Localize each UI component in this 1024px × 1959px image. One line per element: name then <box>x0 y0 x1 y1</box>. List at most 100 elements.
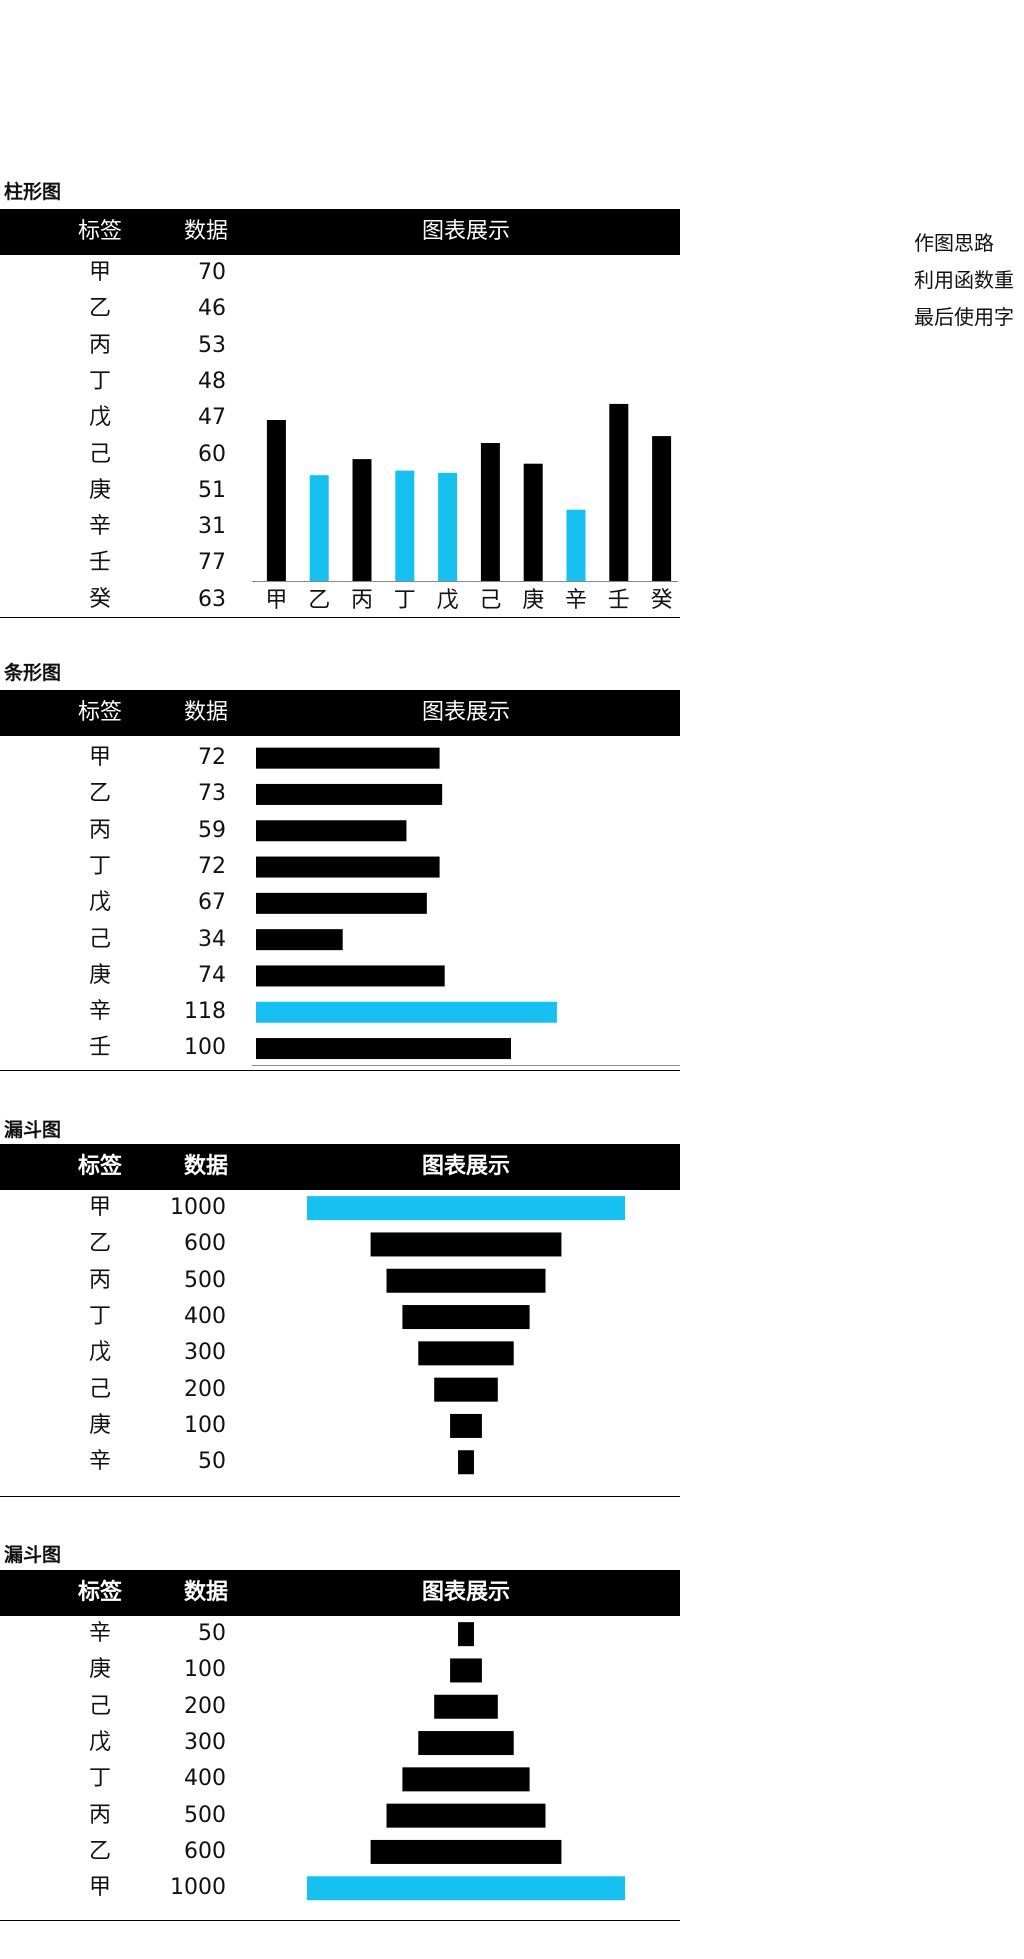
row-label: 丁 <box>88 1303 111 1329</box>
funnel-bar <box>434 1694 498 1719</box>
funnel-bar <box>418 1731 514 1756</box>
row-label: 戊 <box>88 1340 111 1366</box>
column-bar <box>395 470 415 581</box>
funnel-bar <box>450 1413 482 1438</box>
table-row: 己 200 <box>0 1372 230 1408</box>
column-bar <box>352 459 372 581</box>
x-tick-label: 庚 <box>522 588 544 613</box>
table-row: 甲 70 <box>0 255 230 291</box>
table-row: 戊 47 <box>0 400 230 436</box>
x-tick-label: 丙 <box>351 588 373 613</box>
row-value: 100 <box>184 1035 226 1061</box>
horizontal-bar <box>256 1001 557 1023</box>
table-row: 庚 74 <box>0 958 230 994</box>
column-chart: 甲乙丙丁戊己庚辛壬癸 <box>252 403 678 613</box>
funnel-bar <box>458 1450 474 1475</box>
row-value: 53 <box>198 332 226 358</box>
row-label: 戊 <box>88 890 111 916</box>
header-label: 标签 <box>77 219 122 244</box>
table-row: 戊 300 <box>0 1725 230 1761</box>
inverted-funnel-chart <box>307 1622 625 1901</box>
row-label: 己 <box>88 441 111 467</box>
table-header: 标签 数据 图表展示 <box>0 1144 680 1190</box>
column-bar <box>523 463 543 581</box>
table-row: 庚 100 <box>0 1652 230 1688</box>
header-label: 标签 <box>77 700 122 725</box>
note-line: 最后使用字 <box>914 305 1014 329</box>
x-tick-label: 戊 <box>437 588 459 613</box>
table-row: 丙 500 <box>0 1263 230 1299</box>
row-value: 118 <box>184 999 226 1025</box>
row-label: 戊 <box>88 405 111 431</box>
horizontal-bar <box>256 820 407 842</box>
horizontal-bar <box>256 965 445 987</box>
row-value: 77 <box>198 550 226 576</box>
row-value: 34 <box>198 926 226 952</box>
row-label: 辛 <box>88 1621 111 1646</box>
row-label: 己 <box>88 1693 111 1719</box>
row-label: 己 <box>88 926 111 952</box>
column-bar <box>480 443 500 581</box>
x-tick-label: 癸 <box>651 588 673 613</box>
funnel-chart <box>307 1196 625 1475</box>
table-bottom-border <box>0 617 680 618</box>
funnel-bar <box>307 1876 625 1901</box>
row-label: 乙 <box>88 296 111 322</box>
table-header: 标签 数据 图表展示 <box>0 690 680 736</box>
horizontal-bar <box>256 747 440 769</box>
x-tick-label: 乙 <box>308 588 330 613</box>
row-label: 乙 <box>88 1231 111 1257</box>
row-value: 100 <box>184 1412 226 1438</box>
table-row: 己 60 <box>0 437 230 473</box>
row-value: 600 <box>184 1231 226 1257</box>
row-label: 甲 <box>88 745 111 770</box>
table-row: 辛 50 <box>0 1444 230 1480</box>
row-value: 63 <box>198 586 226 612</box>
header-data: 数据 <box>183 700 228 725</box>
row-value: 1000 <box>170 1195 226 1220</box>
x-tick-label: 丁 <box>394 588 416 613</box>
row-label: 乙 <box>88 781 111 807</box>
funnel-bar <box>458 1622 474 1647</box>
row-label: 壬 <box>88 1035 111 1061</box>
row-value: 70 <box>198 260 226 285</box>
column-bar <box>309 475 329 581</box>
note-line: 利用函数重 <box>914 268 1014 292</box>
funnel-bar <box>434 1377 498 1402</box>
row-value: 100 <box>184 1657 226 1683</box>
row-label: 丙 <box>88 817 111 843</box>
row-value: 72 <box>198 853 226 879</box>
column-bar <box>566 509 586 581</box>
horizontal-bar <box>256 783 443 805</box>
row-value: 300 <box>184 1340 226 1366</box>
table-bottom-border <box>0 1070 680 1071</box>
horizontal-bar <box>256 856 440 878</box>
row-label: 丁 <box>88 853 111 879</box>
header-label: 标签 <box>77 1580 122 1605</box>
table-row: 丁 400 <box>0 1299 230 1335</box>
row-value: 50 <box>198 1449 226 1475</box>
row-value: 300 <box>184 1729 226 1755</box>
notes-panel: 作图思路 利用函数重 最后使用字 <box>914 225 1014 336</box>
table-row: 乙 600 <box>0 1834 230 1870</box>
column-bar <box>438 472 458 581</box>
funnel-bar <box>386 1803 546 1828</box>
header-chart: 图表展示 <box>421 219 510 244</box>
funnel-bar <box>402 1767 530 1792</box>
row-value: 73 <box>198 781 226 807</box>
table-row: 丁 72 <box>0 849 230 885</box>
funnel-bar <box>370 1839 562 1864</box>
funnel-bar <box>307 1196 625 1221</box>
row-value: 59 <box>198 817 226 843</box>
horizontal-bar <box>256 929 343 951</box>
table-row: 乙 46 <box>0 291 230 327</box>
row-value: 74 <box>198 962 226 988</box>
section-title-column-chart: 柱形图 <box>4 181 62 203</box>
row-value: 200 <box>184 1376 226 1402</box>
row-label: 乙 <box>88 1838 111 1864</box>
row-value: 600 <box>184 1838 226 1864</box>
row-value: 500 <box>184 1802 226 1828</box>
column-bar <box>266 420 286 581</box>
table-header: 标签 数据 图表展示 <box>0 1570 680 1616</box>
x-tick-label: 甲 <box>265 588 287 613</box>
